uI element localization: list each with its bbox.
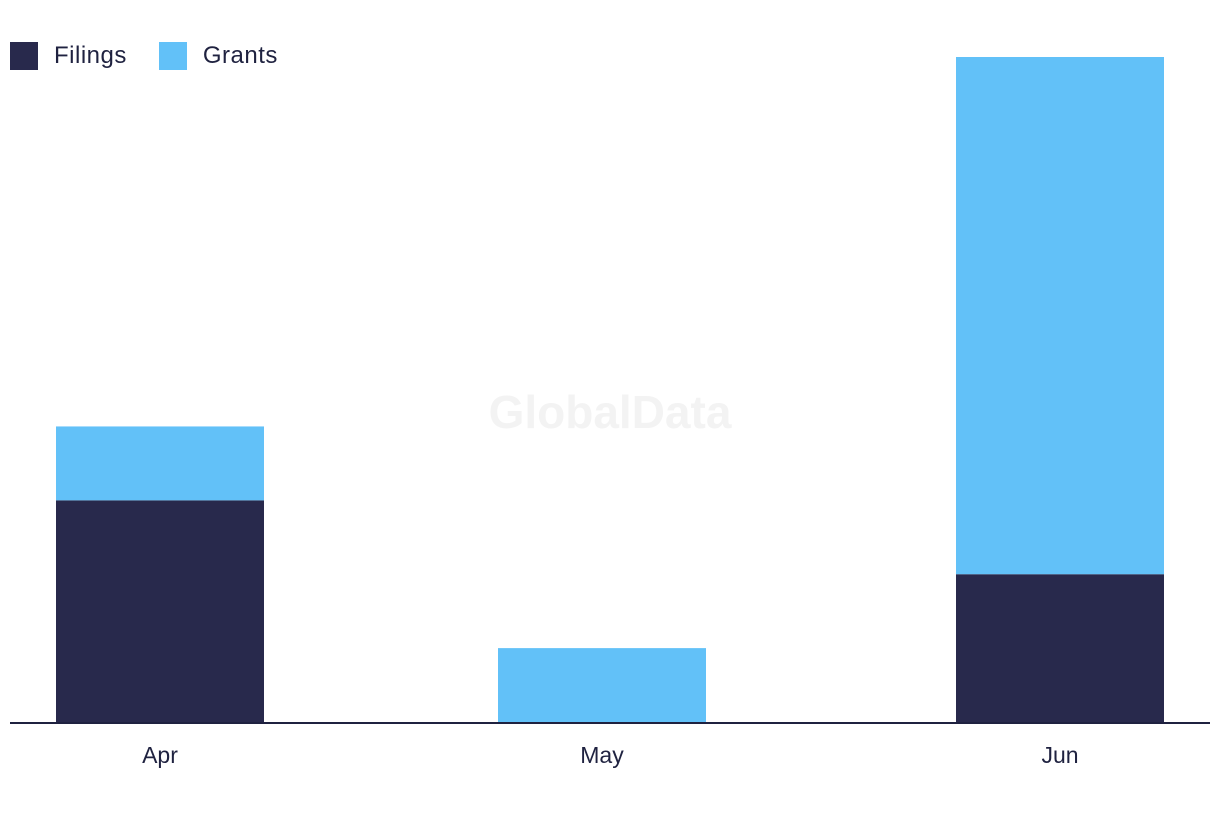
- bar-filings-jun: [956, 574, 1164, 722]
- bar-grants-may: [498, 648, 706, 722]
- legend-swatch-grants: [158, 42, 187, 70]
- legend-label-grants: Grants: [202, 42, 278, 69]
- x-tick-label-jun: Jun: [1041, 742, 1078, 768]
- legend-label-filings: Filings: [54, 42, 127, 69]
- bar-grants-apr: [56, 426, 264, 501]
- bars-group: [56, 57, 1164, 722]
- legend-item-filings: Filings: [10, 42, 127, 70]
- legend-swatch-filings: [10, 42, 38, 70]
- x-tick-label-apr: Apr: [142, 742, 178, 768]
- bar-filings-apr: [56, 500, 264, 722]
- x-tick-labels: Apr May Jun: [142, 742, 1078, 768]
- watermark: GlobalData: [489, 386, 732, 438]
- bar-grants-jun: [956, 57, 1164, 575]
- legend: Filings Grants: [10, 42, 310, 70]
- x-tick-label-may: May: [580, 742, 624, 768]
- legend-item-grants: Grants: [158, 42, 278, 70]
